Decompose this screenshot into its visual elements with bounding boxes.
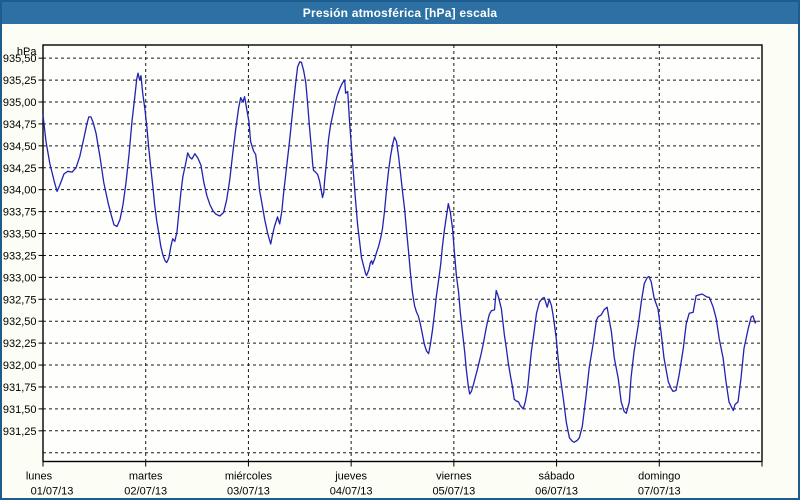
y-tick-label: 934,25 bbox=[3, 163, 37, 175]
x-date-label: 04/07/13 bbox=[330, 486, 373, 498]
y-tick-label: 932,25 bbox=[3, 338, 37, 350]
y-tick-label: 932,00 bbox=[3, 360, 37, 372]
y-tick-label: 933,75 bbox=[3, 207, 37, 219]
pressure-line bbox=[42, 61, 757, 443]
y-axis-unit-label: hPa bbox=[17, 46, 37, 58]
y-tick-label: 931,75 bbox=[3, 382, 37, 394]
x-day-label: sábado bbox=[539, 471, 575, 483]
y-tick-label: 931,50 bbox=[3, 404, 37, 416]
x-date-label: 01/07/13 bbox=[31, 486, 74, 498]
y-tick-label: 934,00 bbox=[3, 185, 37, 197]
y-tick-label: 933,50 bbox=[3, 229, 37, 241]
x-day-label: martes bbox=[129, 471, 163, 483]
x-day-label: domingo bbox=[638, 471, 680, 483]
y-tick-label: 933,25 bbox=[3, 250, 37, 262]
y-tick-label: 931,25 bbox=[3, 426, 37, 438]
x-date-label: 07/07/13 bbox=[638, 486, 681, 498]
y-tick-label: 935,50 bbox=[3, 53, 37, 65]
x-day-label: lunes bbox=[26, 471, 53, 483]
x-date-label: 06/07/13 bbox=[535, 486, 578, 498]
x-day-label: viernes bbox=[436, 471, 472, 483]
title-bar: Presión atmosférica [hPa] escala bbox=[2, 2, 798, 24]
plot-border bbox=[42, 44, 763, 463]
y-tick-label: 935,25 bbox=[3, 75, 37, 87]
x-day-label: jueves bbox=[334, 471, 367, 483]
x-date-label: 02/07/13 bbox=[124, 486, 167, 498]
x-date-label: 03/07/13 bbox=[227, 486, 270, 498]
y-tick-label: 935,00 bbox=[3, 97, 37, 109]
y-tick-label: 934,50 bbox=[3, 141, 37, 153]
plot-area bbox=[43, 45, 762, 462]
y-tick-label: 932,75 bbox=[3, 294, 37, 306]
x-date-label: 05/07/13 bbox=[432, 486, 475, 498]
chart-title: Presión atmosférica [hPa] escala bbox=[302, 6, 498, 20]
x-day-label: miércoles bbox=[225, 471, 273, 483]
y-tick-label: 932,50 bbox=[3, 316, 37, 328]
y-tick-label: 934,75 bbox=[3, 119, 37, 131]
y-tick-label: 933,00 bbox=[3, 272, 37, 284]
